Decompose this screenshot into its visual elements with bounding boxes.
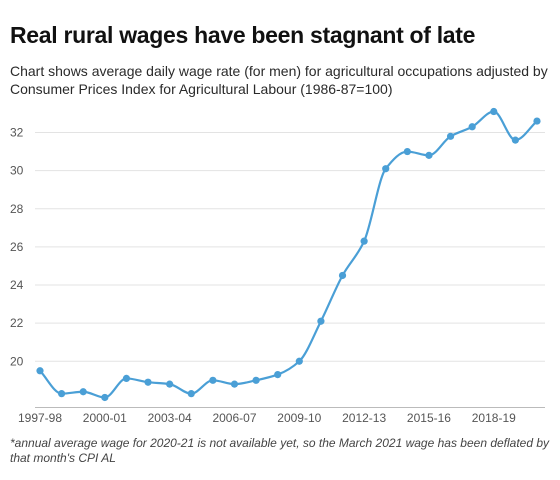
data-point-2004-05 xyxy=(187,390,195,398)
y-tick-label-28: 28 xyxy=(10,202,24,216)
data-points xyxy=(36,107,541,402)
data-point-2020-21* xyxy=(533,117,541,125)
x-tick-label-2015-16: 2015-16 xyxy=(407,411,451,425)
data-point-2017-18 xyxy=(468,123,476,131)
data-point-2008-09 xyxy=(274,370,282,379)
gridlines xyxy=(35,132,545,362)
data-point-2015-16 xyxy=(425,151,433,159)
x-tick-label-2003-04: 2003-04 xyxy=(148,411,192,425)
data-point-1998-99 xyxy=(58,390,66,398)
data-point-2007-08 xyxy=(252,376,260,384)
data-point-2018-19 xyxy=(490,107,498,116)
data-point-2009-10 xyxy=(295,357,303,365)
x-tick-label-2000-01: 2000-01 xyxy=(83,411,127,425)
x-tick-label-2009-10: 2009-10 xyxy=(277,411,321,425)
x-tick-label-1997-98: 1997-98 xyxy=(18,411,62,425)
data-point-2016-17 xyxy=(446,132,455,140)
data-point-1999-00 xyxy=(79,388,87,396)
wage-series xyxy=(39,110,538,399)
y-tick-label-22: 22 xyxy=(10,316,24,330)
data-point-2012-13 xyxy=(360,237,368,245)
data-point-2019-20 xyxy=(511,136,519,144)
data-point-2005-06 xyxy=(209,376,217,384)
data-point-2014-15 xyxy=(403,147,411,156)
data-point-2000-01 xyxy=(101,393,109,402)
chart-title: Real rural wages have been stagnant of l… xyxy=(10,22,476,48)
data-point-2002-03 xyxy=(144,378,152,386)
y-tick-label-32: 32 xyxy=(10,126,24,140)
footnote: *annual average wage for 2020-21 is not … xyxy=(10,436,550,465)
x-tick-label-2018-19: 2018-19 xyxy=(472,411,516,425)
x-tick-label-2012-13: 2012-13 xyxy=(342,411,386,425)
data-point-2013-14 xyxy=(382,165,390,173)
y-tick-label-30: 30 xyxy=(10,164,24,178)
y-tick-label-20: 20 xyxy=(10,354,24,368)
data-point-2010-11 xyxy=(317,317,325,325)
data-point-1997-98 xyxy=(36,367,44,375)
data-point-2001-02 xyxy=(122,374,131,383)
y-tick-label-26: 26 xyxy=(10,240,24,254)
y-tick-labels: 20 22 24 26 28 30 32 xyxy=(10,126,24,369)
data-point-2011-12 xyxy=(338,271,347,280)
y-tick-label-24: 24 xyxy=(10,278,24,292)
x-tick-label-2006-07: 2006-07 xyxy=(212,411,256,425)
data-point-2003-04 xyxy=(166,380,174,388)
data-point-2006-07 xyxy=(230,380,239,388)
x-tick-labels: 1997-98 2000-01 2003-04 2006-07 2009-10 2012-… xyxy=(18,411,516,425)
wage-line xyxy=(39,110,538,399)
chart-subtitle: Chart shows average daily wage rate (for… xyxy=(10,63,548,97)
